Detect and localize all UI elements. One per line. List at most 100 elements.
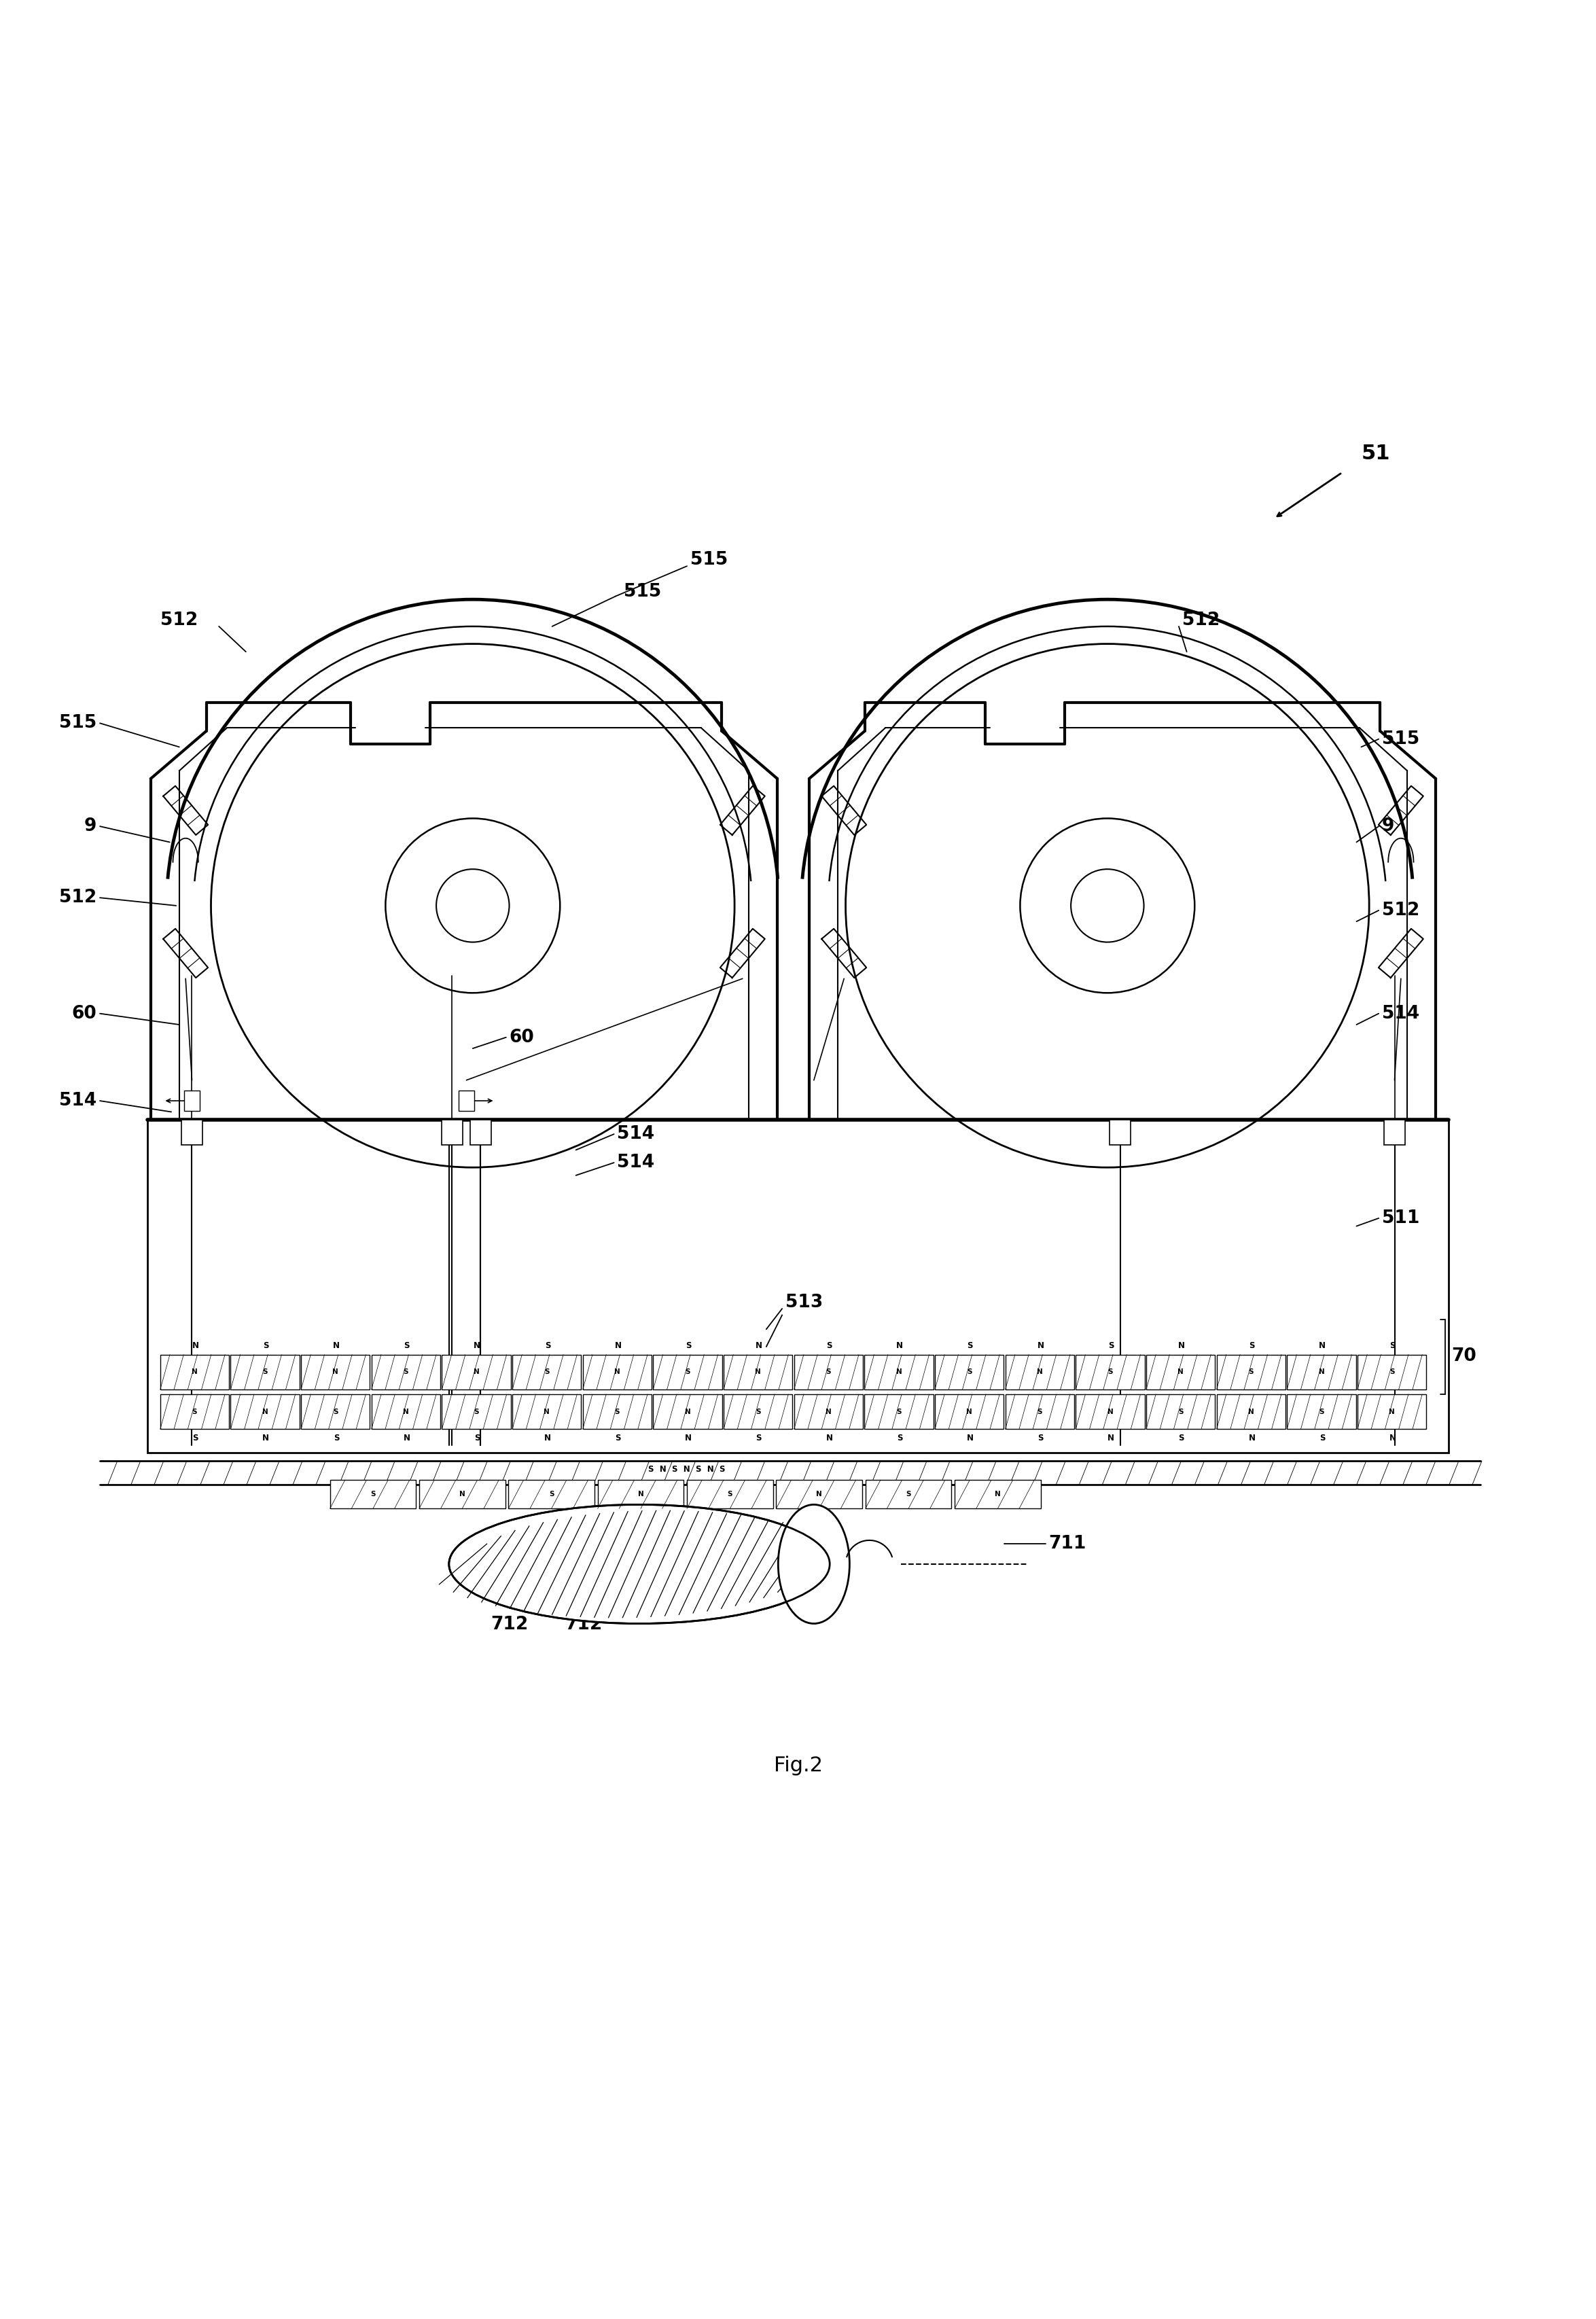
Bar <box>160 1354 230 1389</box>
Text: N: N <box>544 1408 549 1415</box>
Text: 512: 512 <box>1382 902 1419 918</box>
Text: N: N <box>1248 1408 1254 1415</box>
Text: 513: 513 <box>785 1294 824 1310</box>
Bar <box>1146 1354 1215 1389</box>
Text: S: S <box>827 1340 832 1350</box>
Text: 514: 514 <box>618 1125 654 1143</box>
Text: S: S <box>757 1433 761 1442</box>
Text: N: N <box>638 1491 643 1498</box>
Bar <box>1286 1394 1357 1429</box>
Text: N: N <box>404 1433 410 1442</box>
Text: 711: 711 <box>1049 1535 1087 1551</box>
Text: S: S <box>193 1433 198 1442</box>
Ellipse shape <box>448 1505 830 1623</box>
Text: S: S <box>728 1491 733 1498</box>
Text: S: S <box>474 1408 479 1415</box>
Text: S: S <box>825 1368 832 1375</box>
Text: S: S <box>1320 1433 1325 1442</box>
Bar <box>776 1480 862 1510</box>
Text: N: N <box>895 1368 902 1375</box>
Bar <box>1358 1394 1427 1429</box>
Text: S: S <box>1390 1340 1395 1350</box>
Bar <box>583 1354 651 1389</box>
Bar <box>723 1354 793 1389</box>
Text: 512: 512 <box>59 888 97 907</box>
Text: 514: 514 <box>1382 1004 1419 1023</box>
Text: S: S <box>755 1408 761 1415</box>
Text: N: N <box>1037 1340 1044 1350</box>
Text: N: N <box>685 1433 691 1442</box>
Text: N: N <box>755 1340 763 1350</box>
Text: N: N <box>966 1408 972 1415</box>
Circle shape <box>1071 870 1144 942</box>
Bar <box>330 1480 417 1510</box>
Text: S: S <box>262 1368 268 1375</box>
Text: N: N <box>474 1368 479 1375</box>
Text: S: S <box>967 1340 974 1350</box>
Text: N: N <box>192 1340 200 1350</box>
Text: N: N <box>685 1408 691 1415</box>
Bar <box>302 1394 370 1429</box>
Bar <box>865 1354 934 1389</box>
Text: S: S <box>334 1433 340 1442</box>
Text: S: S <box>544 1340 551 1350</box>
Text: S: S <box>474 1433 480 1442</box>
Bar <box>1076 1354 1144 1389</box>
Bar <box>1005 1394 1074 1429</box>
Text: N: N <box>1318 1368 1325 1375</box>
Ellipse shape <box>779 1505 849 1623</box>
Text: N: N <box>825 1408 832 1415</box>
Text: S: S <box>907 1491 911 1498</box>
Text: N: N <box>1037 1368 1042 1375</box>
Text: S: S <box>897 1408 902 1415</box>
Text: N: N <box>402 1408 409 1415</box>
Text: 515: 515 <box>1382 730 1419 749</box>
Bar <box>865 1480 951 1510</box>
Text: S: S <box>685 1368 689 1375</box>
Text: 512: 512 <box>160 612 198 628</box>
Text: S  N  S  N  S  N  S: S N S N S N S <box>648 1466 726 1473</box>
Text: S: S <box>1178 1408 1183 1415</box>
Bar <box>1216 1394 1285 1429</box>
Text: N: N <box>262 1408 268 1415</box>
Text: S: S <box>1108 1368 1112 1375</box>
Bar <box>442 1120 463 1146</box>
Text: S: S <box>404 1340 410 1350</box>
Text: N: N <box>614 1368 621 1375</box>
Bar <box>935 1394 1004 1429</box>
Text: S: S <box>370 1491 375 1498</box>
Text: N: N <box>825 1433 833 1442</box>
Text: S: S <box>1389 1368 1395 1375</box>
Text: S: S <box>263 1340 268 1350</box>
Bar <box>372 1394 440 1429</box>
Text: 9: 9 <box>1382 819 1395 835</box>
Text: 9: 9 <box>85 819 97 835</box>
Text: N: N <box>474 1340 480 1350</box>
Text: S: S <box>1037 1433 1044 1442</box>
Text: N: N <box>1108 1433 1114 1442</box>
Text: N: N <box>816 1491 822 1498</box>
Bar <box>182 1120 203 1146</box>
Text: 511: 511 <box>1382 1211 1419 1227</box>
Bar <box>160 1394 230 1429</box>
Text: N: N <box>994 1491 1001 1498</box>
Bar <box>1358 1354 1427 1389</box>
Text: Fig.2: Fig.2 <box>774 1755 822 1776</box>
Bar <box>723 1394 793 1429</box>
Bar <box>231 1354 300 1389</box>
Bar <box>935 1354 1004 1389</box>
Text: 60: 60 <box>509 1030 535 1046</box>
Bar <box>147 1120 1449 1454</box>
Text: S: S <box>404 1368 409 1375</box>
Text: 712: 712 <box>565 1616 603 1633</box>
Bar <box>686 1480 772 1510</box>
Bar <box>471 1120 492 1146</box>
Text: 514: 514 <box>59 1092 97 1108</box>
Text: S: S <box>1248 1368 1253 1375</box>
Text: N: N <box>755 1368 761 1375</box>
Text: N: N <box>192 1368 198 1375</box>
Text: N: N <box>262 1433 270 1442</box>
Text: S: S <box>967 1368 972 1375</box>
Bar <box>865 1394 934 1429</box>
Bar <box>184 1090 200 1111</box>
